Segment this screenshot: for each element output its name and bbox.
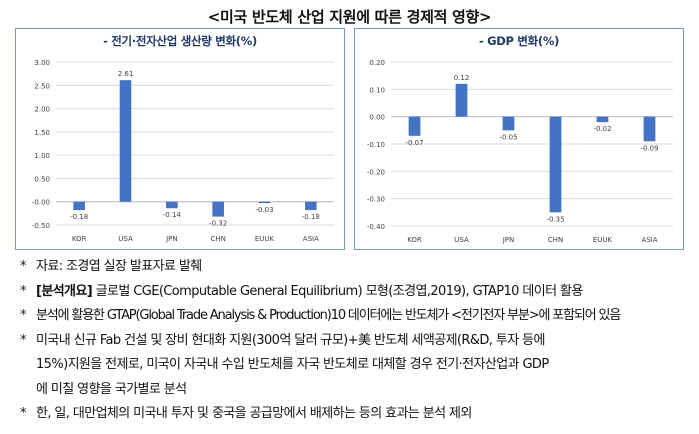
y-tick-label: -0.40	[367, 223, 385, 231]
y-tick-label: -0.20	[367, 168, 385, 176]
bar-usa	[119, 80, 132, 202]
chart-title-production: - 전기·전자산업 생산량 변화(%)	[103, 34, 257, 48]
note-bullet: *	[20, 259, 26, 274]
chart-panel-gdp: - GDP 변화(%) -0.40 -0.30 -0.20 -0.10 0.00 0.10…	[354, 28, 684, 250]
note-text: 자료: 조경엽 실장 발표자료 발췌	[36, 259, 202, 274]
data-label: -0.05	[499, 133, 517, 141]
x-tick-label: CHN	[210, 235, 225, 243]
note-scenario: * 미국내 신규 Fab 건설 및 장비 현대화 지원(300억 달러 규모)+…	[20, 329, 692, 403]
data-label: 0.12	[454, 74, 470, 82]
note-text: 글로벌 CGE(Computable General Equilibrium) …	[92, 283, 584, 299]
data-label: -0.07	[405, 139, 423, 147]
x-tick-label: KOR	[407, 236, 422, 244]
note-text: 한, 일, 대만업체의 미국내 투자 및 중국을 공급망에서 배제하는 등의 효…	[36, 406, 472, 421]
page-title: <미국 반도체 산업 지원에 따른 경제적 영향>	[207, 8, 492, 26]
bar-asia	[305, 201, 317, 211]
y-tick-label: 3.00	[34, 59, 50, 67]
note-bold-prefix: [분석개요]	[36, 283, 93, 299]
y-tick-label: 0.00	[369, 114, 385, 122]
y-tick-label: -0.50	[32, 222, 50, 230]
y-tick-label: -0.10	[367, 141, 385, 149]
bar-jpn	[502, 116, 515, 131]
note-source: * 자료: 조경엽 실장 발표자료 발췌	[20, 255, 692, 280]
data-label: -0.35	[546, 215, 564, 223]
x-tick-label: USA	[454, 236, 469, 244]
production-bar-chart: -0.50 -0.00 0.50 1.00 1.50 2.00 2.50 3.00 -0.18 K…	[32, 59, 334, 243]
bar-jpn	[166, 201, 178, 209]
data-label: 2.61	[118, 70, 134, 78]
note-bullet: *	[20, 308, 26, 323]
x-tick-label: EUUK	[593, 236, 613, 244]
data-label: -0.03	[255, 206, 273, 214]
note-bullet: *	[20, 406, 26, 421]
bar-euuk	[258, 201, 271, 204]
y-tick-label: 1.50	[34, 129, 50, 137]
bar-chn	[212, 201, 224, 217]
note-gtap: * 분석에 활용한 GTAP(Global Trade Analysis & P…	[20, 304, 692, 329]
note-text: 분석에 활용한 GTAP(Global Trade Analysis & Pro…	[36, 308, 621, 323]
bar-usa	[455, 83, 468, 117]
y-tick-label: -0.30	[367, 196, 385, 204]
y-tick-label: 2.50	[34, 82, 50, 90]
bar-chn	[549, 116, 562, 213]
bar-kor	[73, 201, 85, 211]
chart-title-gdp: - GDP 변화(%)	[478, 34, 560, 48]
note-text: 에 미칠 영향을 국가별로 분석	[36, 381, 187, 397]
y-tick-label: 0.20	[369, 59, 385, 67]
x-tick-label: CHN	[548, 236, 563, 244]
bar-kor	[408, 116, 421, 136]
y-tick-label: 1.00	[34, 152, 50, 160]
x-tick-label: JPN	[165, 235, 178, 243]
bar-asia	[643, 116, 656, 142]
data-label: -0.14	[163, 211, 182, 219]
note-overview: * [분석개요] 글로벌 CGE(Computable General Equi…	[20, 280, 692, 305]
note-bullet: *	[20, 283, 26, 299]
data-label: -0.18	[302, 213, 320, 221]
x-tick-label: JPN	[502, 236, 515, 244]
x-tick-label: KOR	[72, 235, 87, 243]
note-text: 미국내 신규 Fab 건설 및 장비 현대화 지원(300억 달러 규모)+美 …	[36, 332, 545, 348]
chart-panel-production: - 전기·전자산업 생산량 변화(%) -0.50 -0.00 0.50 1.00 1.…	[15, 28, 345, 250]
data-label: -0.32	[209, 220, 227, 228]
y-tick-label: 2.00	[34, 106, 50, 114]
note-bullet: *	[20, 332, 26, 348]
y-tick-label: 0.50	[34, 175, 50, 183]
data-label: -0.09	[640, 144, 658, 152]
x-tick-label: USA	[118, 235, 133, 243]
note-exclusion: * 한, 일, 대만업체의 미국내 투자 및 중국을 공급망에서 배제하는 등의…	[20, 402, 692, 427]
bar-euuk	[596, 116, 609, 123]
notes-section: * 자료: 조경엽 실장 발표자료 발췌 * [분석개요] 글로벌 CGE(Co…	[20, 255, 692, 427]
data-label: -0.18	[70, 213, 88, 221]
x-tick-label: ASIA	[303, 235, 319, 243]
y-tick-label: -0.00	[32, 199, 50, 207]
x-tick-label: ASIA	[641, 236, 657, 244]
data-label: -0.02	[593, 125, 611, 133]
gdp-bar-chart: -0.40 -0.30 -0.20 -0.10 0.00 0.10 0.20 -0.07 KOR…	[367, 59, 673, 244]
y-tick-label: 0.10	[369, 86, 385, 94]
x-tick-label: EUUK	[255, 235, 275, 243]
note-text: 15%)지원을 전제로, 미국이 자국내 수입 반도체를 자국 반도체로 대체할…	[36, 357, 549, 372]
